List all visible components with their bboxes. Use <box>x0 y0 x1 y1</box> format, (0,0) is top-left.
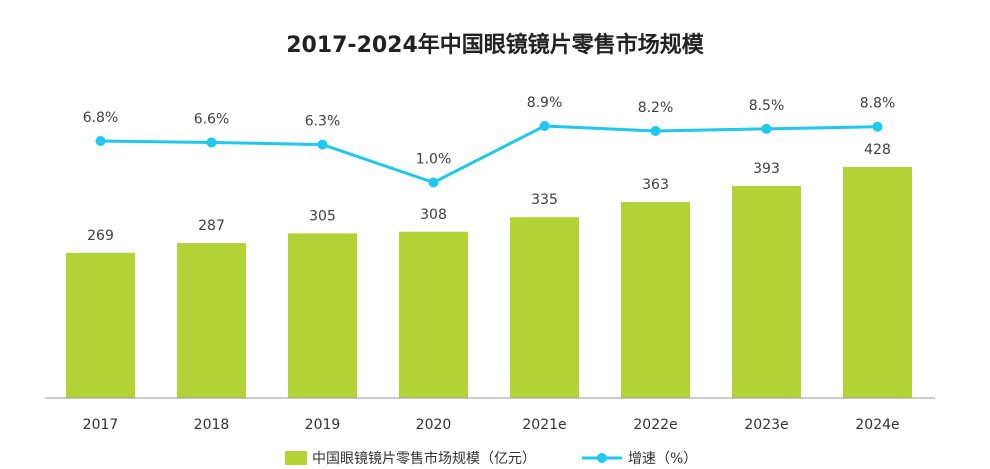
legend-line-marker <box>597 453 607 463</box>
x-tick-label-2019: 2019 <box>305 417 341 433</box>
growth-value-label-2017: 6.8% <box>83 110 119 126</box>
legend-bar-label: 中国眼镜镜片零售市场规模（亿元） <box>312 450 536 467</box>
bar-2023e <box>732 185 801 398</box>
growth-value-label-2021e: 8.9% <box>527 95 563 111</box>
bar-2020 <box>399 231 468 398</box>
x-tick-label-2018: 2018 <box>194 417 230 433</box>
growth-value-label-2018: 6.6% <box>194 111 230 127</box>
bar-series: 269 287 305 308 335 363 393 428 <box>66 142 912 398</box>
x-tick-label-2023e: 2023e <box>744 417 788 433</box>
growth-point-2024e <box>872 121 883 132</box>
bar-2019 <box>288 233 357 398</box>
bar-2017 <box>66 252 135 398</box>
bar-value-label-2021e: 335 <box>531 192 558 208</box>
x-tick-label-2020: 2020 <box>416 417 452 433</box>
bar-value-label-2017: 269 <box>87 228 114 244</box>
growth-value-label-2023e: 8.5% <box>749 98 785 114</box>
growth-point-2023e <box>761 123 772 134</box>
bar-value-label-2024e: 428 <box>864 142 891 158</box>
bar-value-label-2018: 287 <box>198 218 225 234</box>
legend: 中国眼镜镜片零售市场规模（亿元） 增速（%） <box>285 450 697 467</box>
growth-point-2022e <box>650 126 661 137</box>
bar-value-label-2020: 308 <box>420 207 447 223</box>
bar-value-label-2022e: 363 <box>642 177 669 193</box>
growth-line-series: 6.8% 6.6% 6.3% 1.0% 8.9% 8.2% 8.5% 8.8% <box>83 95 896 188</box>
growth-point-2020 <box>428 177 439 188</box>
bar-2021e <box>510 217 579 398</box>
x-tick-label-2022e: 2022e <box>633 417 677 433</box>
bar-value-label-2023e: 393 <box>753 161 780 177</box>
bar-value-label-2019: 305 <box>309 208 336 224</box>
bar-2022e <box>621 202 690 398</box>
growth-point-2021e <box>539 121 550 131</box>
bar-2018 <box>177 243 246 398</box>
growth-line <box>100 124 878 184</box>
growth-point-2017 <box>95 136 106 147</box>
legend-line-label: 增速（%） <box>628 451 697 467</box>
chart-title: 2017-2024年中国眼镜镜片零售市场规模 <box>286 32 705 58</box>
x-tick-label-2024e: 2024e <box>855 417 899 433</box>
growth-value-label-2019: 6.3% <box>305 114 341 130</box>
x-tick-label-2017: 2017 <box>83 417 119 433</box>
x-axis-tick-labels: 2017 2018 2019 2020 2021e 2022e 2023e 2024e <box>83 417 900 433</box>
x-tick-label-2021e: 2021e <box>522 417 566 433</box>
growth-value-label-2020: 1.0% <box>416 152 452 168</box>
growth-point-2018 <box>206 137 217 148</box>
growth-value-label-2022e: 8.2% <box>638 100 674 116</box>
bar-2024e <box>843 167 912 398</box>
legend-bar-swatch <box>285 451 307 465</box>
growth-point-2019 <box>317 139 328 150</box>
growth-value-label-2024e: 8.8% <box>860 96 896 112</box>
